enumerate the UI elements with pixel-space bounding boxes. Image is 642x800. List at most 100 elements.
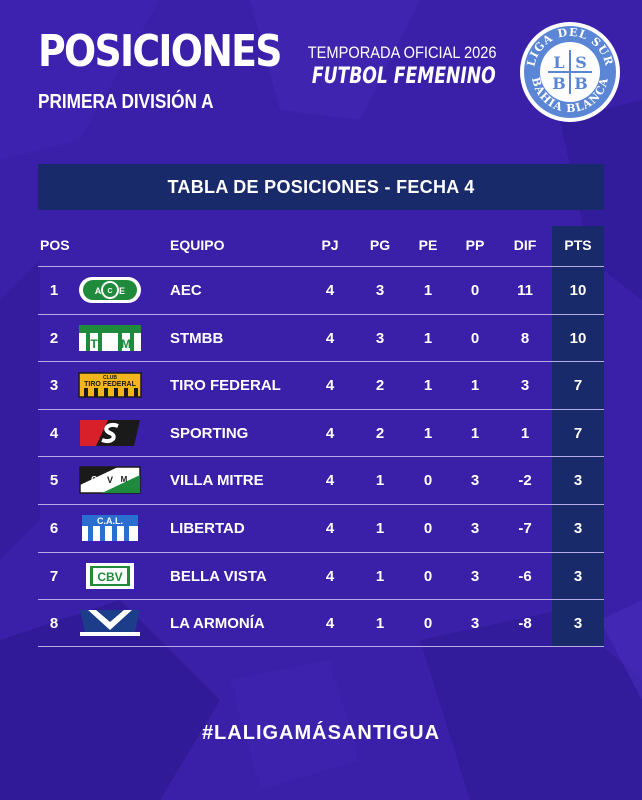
row-pp: 0 [470,282,480,299]
row-pe: 0 [423,615,433,633]
row-team: STMBB [170,329,224,347]
row-pp: 3 [470,519,480,537]
sporting-crest-icon [78,418,142,448]
la-armonia-crest-icon [78,608,142,638]
row-pe: 0 [423,567,433,585]
row-pg: 1 [375,519,385,537]
header-pg: PG [369,237,391,253]
row-dif: -8 [518,615,532,633]
row-pg: 1 [375,615,385,633]
svg-text:C: C [91,475,97,484]
row-pts: 3 [573,615,583,633]
row-pe: 0 [423,519,433,537]
page-subtitle: PRIMERA DIVISIÓN A [38,91,214,113]
row-team: LA ARMONÍA [170,615,265,633]
table-row: 8 LA ARMONÍA 4 1 0 3 -8 3 [38,599,604,647]
row-pos: 1 [49,282,59,299]
row-pos: 5 [49,472,59,490]
standings-table: 1 A E C AEC 4 3 1 0 11 10 2 [38,266,604,647]
row-pe: 1 [423,282,433,299]
row-dif: 8 [520,329,530,347]
row-dif: 11 [517,282,533,299]
row-pts: 10 [569,329,587,347]
row-pg: 1 [375,567,385,585]
row-pos: 8 [49,615,59,633]
points-column-highlight [552,226,604,646]
svg-text:B: B [574,74,588,93]
bella-vista-crest-icon: CBV [78,561,142,591]
table-row: 4 SPORTING 4 2 1 1 1 7 [38,408,604,457]
libertad-crest-icon: C.A.L. [78,513,142,543]
row-pe: 1 [423,424,433,442]
row-dif: -7 [518,519,532,537]
row-pg: 2 [375,377,385,395]
row-pg: 3 [375,282,385,299]
row-pts: 7 [573,424,583,442]
row-pp: 1 [470,424,480,442]
row-pj: 4 [325,377,335,395]
svg-text:M: M [121,337,131,351]
row-pts: 3 [573,567,583,585]
header-dif: DIF [513,237,537,253]
row-team: BELLA VISTA [170,567,267,585]
row-pos: 4 [49,424,59,442]
svg-text:S: S [575,53,587,72]
row-pe: 0 [423,472,433,490]
header-pts: PTS [564,237,592,253]
table-row: 7 CBV BELLA VISTA 4 1 0 3 -6 3 [38,551,604,600]
svg-text:L: L [553,53,564,72]
hashtag: #LALIGAMÁSANTIGUA [201,722,441,744]
row-pts: 3 [573,519,583,537]
row-pp: 1 [470,377,480,395]
row-pos: 3 [49,377,59,395]
svg-text:M: M [121,475,128,484]
stmbb-crest-icon: T M [78,323,142,353]
row-pts: 10 [569,282,587,299]
table-header: POS EQUIPO PJ PG PE PP DIF PTS [38,228,604,262]
row-pj: 4 [325,567,335,585]
row-pg: 2 [375,424,385,442]
row-pj: 4 [325,329,335,347]
row-pos: 6 [49,519,59,537]
row-pg: 1 [375,472,385,490]
header-team: EQUIPO [170,237,225,253]
table-row: 6 C.A.L. LIBERTAD 4 1 0 3 -7 3 [38,503,604,552]
row-team: VILLA MITRE [170,472,264,490]
villa-mitre-crest-icon: C V M [78,465,142,495]
row-pe: 1 [423,329,433,347]
header-pj: PJ [321,237,339,253]
row-dif: -6 [518,567,532,585]
svg-text:A: A [95,286,102,296]
table-row: 5 C V M VILLA MITRE 4 1 0 3 -2 3 [38,456,604,504]
header-pos: POS [40,237,70,253]
row-pos: 2 [49,329,59,347]
row-pj: 4 [325,615,335,633]
row-pp: 0 [470,329,480,347]
header-pe: PE [418,237,438,253]
svg-text:CLUB: CLUB [103,375,117,381]
row-pp: 3 [470,615,480,633]
header-pp: PP [465,237,485,253]
row-pe: 1 [423,377,433,395]
season-label: TEMPORADA OFICIAL 2026 [307,43,496,62]
page-title: POSICIONES [38,26,283,77]
svg-text:CBV: CBV [97,570,122,584]
row-dif: 3 [520,377,530,395]
row-pj: 4 [325,424,335,442]
svg-text:TIRO FEDERAL: TIRO FEDERAL [84,381,136,388]
row-pts: 3 [573,472,583,490]
row-pj: 4 [325,519,335,537]
row-pj: 4 [325,282,335,299]
tiro-federal-crest-icon: CLUB TIRO FEDERAL [78,370,142,400]
svg-text:B: B [552,74,566,93]
row-team: AEC [170,282,202,299]
row-pos: 7 [49,567,59,585]
row-team: TIRO FEDERAL [170,377,281,395]
table-row: 3 CLUB TIRO FEDERAL TIRO FEDERAL 4 2 1 1… [38,361,604,409]
svg-text:C.A.L.: C.A.L. [97,516,123,526]
row-dif: 1 [520,424,530,442]
table-title: TABLA DE POSICIONES - FECHA 4 [38,164,604,210]
aec-crest-icon: A E C [78,275,142,305]
table-row: 1 A E C AEC 4 3 1 0 11 10 [38,266,604,314]
